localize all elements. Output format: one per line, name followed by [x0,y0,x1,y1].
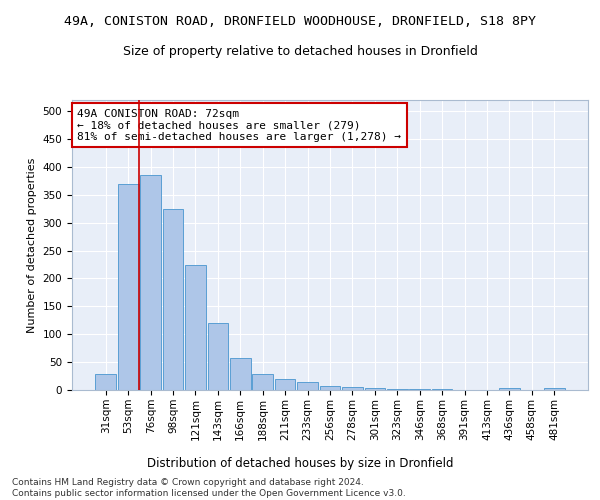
Text: 49A, CONISTON ROAD, DRONFIELD WOODHOUSE, DRONFIELD, S18 8PY: 49A, CONISTON ROAD, DRONFIELD WOODHOUSE,… [64,15,536,28]
Bar [499,388,520,390]
Bar [342,387,363,390]
Bar [208,323,228,390]
Text: 49A CONISTON ROAD: 72sqm
← 18% of detached houses are smaller (279)
81% of semi-: 49A CONISTON ROAD: 72sqm ← 18% of detach… [77,108,401,142]
Bar [253,374,273,390]
Bar [140,176,161,390]
Bar [230,358,251,390]
Text: Size of property relative to detached houses in Dronfield: Size of property relative to detached ho… [122,45,478,58]
Bar [320,386,340,390]
Text: Contains HM Land Registry data © Crown copyright and database right 2024.
Contai: Contains HM Land Registry data © Crown c… [12,478,406,498]
Y-axis label: Number of detached properties: Number of detached properties [27,158,37,332]
Bar [185,264,206,390]
Bar [163,209,184,390]
Bar [365,388,385,390]
Bar [275,379,295,390]
Bar [544,388,565,390]
Text: Distribution of detached houses by size in Dronfield: Distribution of detached houses by size … [147,458,453,470]
Bar [297,382,318,390]
Bar [95,374,116,390]
Bar [118,184,139,390]
